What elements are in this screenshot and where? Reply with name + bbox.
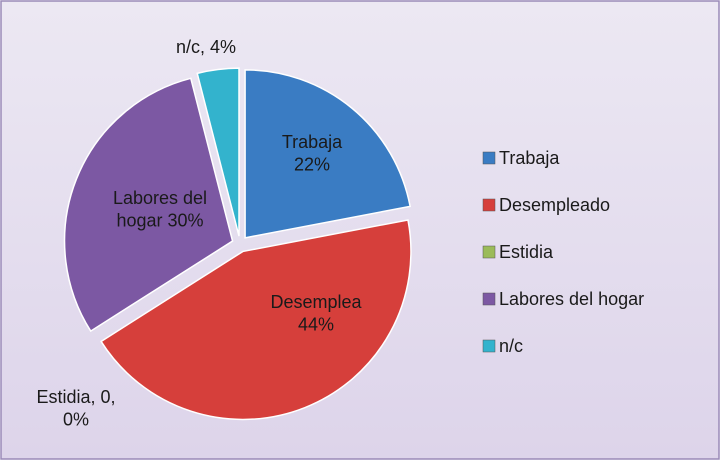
legend-swatch [482, 198, 496, 212]
legend: Trabaja Desempleado Estidia Labores del hog… [482, 148, 644, 356]
legend-label: Trabaja [499, 148, 560, 168]
data-label: Estidia, 0, 0% [36, 387, 115, 430]
data-label: n/c, 4% [176, 37, 236, 57]
legend-label: Desempleado [499, 195, 610, 215]
legend-label: Estidia [499, 242, 554, 262]
pie-slice [196, 67, 240, 237]
pie [63, 67, 412, 421]
legend-swatch [482, 339, 496, 353]
legend-swatch [482, 151, 496, 165]
pie-slice [63, 77, 234, 333]
legend-label: Labores del hogar [499, 289, 644, 309]
data-labels: Trabaja 22% Desemplea 44% Estidia, 0, 0% Labor… [36, 37, 362, 430]
legend-swatch [482, 245, 496, 259]
pie-slice [100, 219, 412, 421]
legend-label: n/c [499, 336, 523, 356]
data-label: Trabaja 22% [282, 132, 343, 175]
legend-swatch [482, 292, 496, 306]
data-label: Desemplea 44% [270, 292, 362, 335]
data-label: Labores del hogar 30% [113, 188, 207, 231]
pie-slice [244, 69, 412, 239]
